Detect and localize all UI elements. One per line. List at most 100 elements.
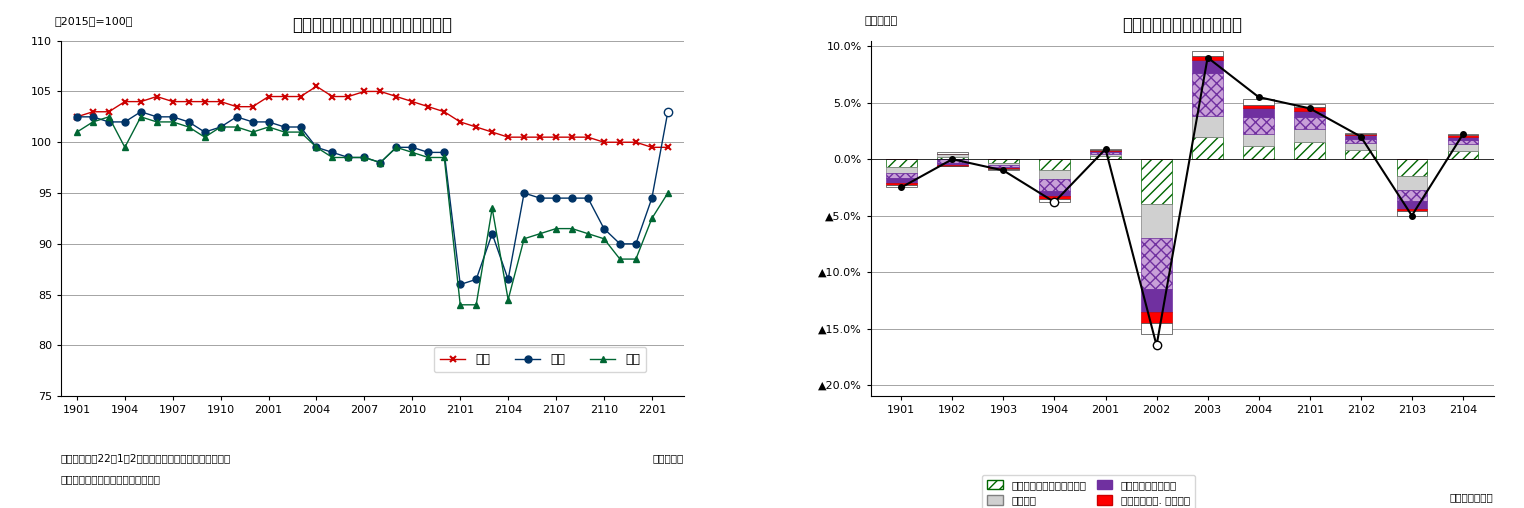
生産 [148, 114, 166, 120]
Bar [885, 178, 916, 183]
出荷 [436, 154, 454, 161]
Legend: 生産用・汎用・業務用機械, 輸送機械, 電子部品・デバイス、, 電気・情報通信機械, 化学工業（除. 医薬品）, その他: 生産用・汎用・業務用機械, 輸送機械, 電子部品・デバイス、, 電気・情報通信機… [983, 474, 1195, 508]
Bar [1192, 56, 1222, 60]
出荷 [99, 114, 117, 120]
Bar [1141, 159, 1172, 204]
在庫 [227, 104, 245, 110]
Bar [885, 159, 916, 167]
在庫 [387, 93, 405, 100]
出荷 [212, 124, 230, 130]
Bar [1346, 136, 1376, 139]
Bar [1346, 133, 1376, 134]
生産 [530, 195, 549, 201]
在庫 [291, 93, 309, 100]
Bar [988, 169, 1018, 171]
在庫 [308, 83, 326, 89]
出荷 [148, 119, 166, 125]
Text: （年・四半期）: （年・四半期） [1449, 492, 1494, 502]
Bar [1448, 134, 1478, 136]
Bar [1346, 150, 1376, 159]
生産 [483, 231, 501, 237]
出荷 [291, 129, 309, 135]
Bar [1039, 197, 1070, 199]
出荷 [515, 236, 533, 242]
Bar [1244, 134, 1274, 146]
生産 [195, 129, 213, 135]
Text: （注）生産の22年1、2月は製造工業生産予測指数で延長: （注）生産の22年1、2月は製造工業生産予測指数で延長 [61, 453, 232, 463]
生産 [419, 149, 437, 155]
Bar [1396, 189, 1426, 201]
Title: 鉱工業生産の業種別寄与度: 鉱工業生産の業種別寄与度 [1122, 16, 1242, 34]
Bar [1192, 60, 1222, 73]
Line: 在庫: 在庫 [73, 83, 671, 151]
生産 [355, 154, 373, 161]
生産 [259, 119, 277, 125]
在庫 [195, 99, 213, 105]
Bar [1090, 153, 1120, 156]
Bar [1141, 204, 1172, 238]
在庫 [594, 139, 613, 145]
生産 [340, 154, 358, 161]
在庫 [436, 109, 454, 115]
生産 [611, 241, 629, 247]
生産 [466, 276, 485, 282]
生産 [131, 109, 149, 115]
Bar [1294, 107, 1324, 111]
生産 [244, 119, 262, 125]
Bar [885, 185, 916, 187]
在庫 [562, 134, 581, 140]
在庫 [84, 109, 102, 115]
出荷 [355, 154, 373, 161]
生産 [451, 281, 469, 288]
Bar [1090, 150, 1120, 151]
生産 [515, 190, 533, 196]
生産 [67, 114, 85, 120]
Bar [1294, 129, 1324, 142]
出荷 [195, 134, 213, 140]
生産 [116, 119, 134, 125]
在庫 [340, 93, 358, 100]
Bar [1141, 323, 1172, 334]
生産 [562, 195, 581, 201]
在庫 [116, 99, 134, 105]
Text: （前期比）: （前期比） [864, 16, 898, 26]
出荷 [594, 236, 613, 242]
Title: 鉱工業生産・出荷・在庫指数の推移: 鉱工業生産・出荷・在庫指数の推移 [293, 16, 453, 34]
Bar [1448, 137, 1478, 140]
出荷 [67, 129, 85, 135]
在庫 [355, 88, 373, 94]
Bar [1294, 104, 1324, 107]
出荷 [562, 226, 581, 232]
Bar [1039, 199, 1070, 202]
Bar [1192, 137, 1222, 159]
生産 [498, 276, 517, 282]
在庫 [404, 99, 422, 105]
出荷 [466, 302, 485, 308]
生産 [436, 149, 454, 155]
Bar [1346, 143, 1376, 150]
在庫 [451, 119, 469, 125]
Text: （年・月）: （年・月） [652, 453, 684, 463]
Bar [1396, 159, 1426, 176]
生産 [579, 195, 597, 201]
Bar [1294, 142, 1324, 159]
出荷 [308, 144, 326, 150]
在庫 [643, 144, 661, 150]
出荷 [483, 205, 501, 211]
出荷 [244, 129, 262, 135]
Bar [1192, 73, 1222, 116]
Bar [885, 173, 916, 178]
生産 [626, 241, 645, 247]
出荷 [547, 226, 565, 232]
在庫 [466, 124, 485, 130]
Bar [1294, 111, 1324, 117]
Bar [1396, 201, 1426, 209]
Bar [1039, 179, 1070, 191]
出荷 [180, 124, 198, 130]
出荷 [387, 144, 405, 150]
Bar [1448, 151, 1478, 159]
Bar [1396, 176, 1426, 189]
Bar [1192, 51, 1222, 56]
Bar [937, 152, 968, 153]
Bar [1396, 209, 1426, 211]
